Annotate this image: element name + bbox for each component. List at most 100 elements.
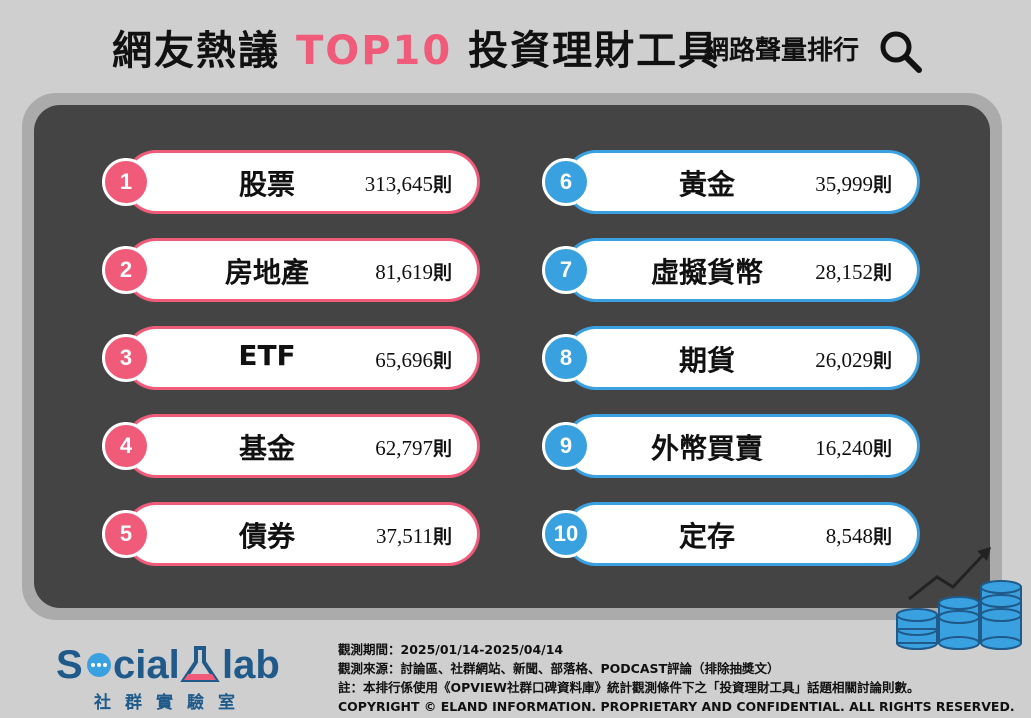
ranking-pill-face [567,153,917,211]
item-count: 65,696則 [375,346,452,373]
ranking-panel: 1 股票 313,645則 2 房地產 81,619則 3 ETF 65,696則 4 基金 62,7… [22,93,1002,620]
count-value: 16,240 [815,436,873,460]
count-unit: 則 [432,262,452,284]
ranking-item: 7 虛擬貨幣 28,152則 [542,238,922,302]
count-value: 81,619 [375,260,433,284]
item-count: 37,511則 [376,522,452,549]
ranking-pill [124,502,480,566]
count-value: 26,029 [815,348,873,372]
ranking-item: 9 外幣買賣 16,240則 [542,414,922,478]
item-count: 313,645則 [365,170,452,197]
ranking-pill-face [127,417,477,475]
ranking-pill [124,326,480,390]
count-unit: 則 [432,174,452,196]
item-name: 房地產 [224,256,309,289]
rank-badge: 10 [542,510,590,558]
observation-period: 觀測期間：2025/01/14-2025/04/14 [338,642,564,657]
rank-badge: 1 [102,158,150,206]
svg-text:lab: lab [222,643,280,687]
item-count: 28,152則 [815,258,892,285]
title-prefix: 網友熱議 [112,28,296,74]
rank-badge: 2 [102,246,150,294]
item-count: 8,548則 [826,522,892,549]
page-title: 網友熱議 TOP10 投資理財工具 [112,18,720,76]
item-count: 26,029則 [815,346,892,373]
item-name: 虛擬貨幣 [650,256,763,289]
svg-text:cial: cial [113,643,180,687]
ranking-item: 5 債券 37,511則 [102,502,482,566]
rank-badge: 8 [542,334,590,382]
page-subtitle: 網路聲量排行 [703,36,860,66]
item-count: 81,619則 [375,258,452,285]
item-name: 債券 [238,520,295,553]
rank-badge: 6 [542,158,590,206]
item-name: 外幣買賣 [650,432,763,465]
logo-subtitle: 社群實驗室 [94,693,249,713]
count-unit: 則 [432,438,452,460]
ranking-item: 2 房地產 81,619則 [102,238,482,302]
ranking-pill-face [127,241,477,299]
ranking-item: 6 黃金 35,999則 [542,150,922,214]
title-highlight: TOP10 [295,28,453,74]
item-name: 黃金 [678,168,735,201]
ranking-item: 4 基金 62,797則 [102,414,482,478]
ranking-pill [124,238,480,302]
ranking-pill-face [567,417,917,475]
ranking-item: 1 股票 313,645則 [102,150,482,214]
rank-badge: 9 [542,422,590,470]
ranking-pill [564,502,920,566]
footer-notes: 觀測期間：2025/01/14-2025/04/14 觀測來源：討論區、社群網站… [338,640,1015,716]
count-unit: 則 [432,350,452,372]
count-value: 313,645 [364,172,433,196]
ranking-pill-face [567,241,917,299]
ranking-pill-face [127,153,477,211]
rank-badge: 7 [542,246,590,294]
count-unit: 則 [872,526,892,548]
item-name: ETF [238,339,296,372]
sociallab-logo: S cial lab 社群實驗室 [56,640,316,715]
item-count: 62,797則 [375,434,452,461]
item-name: 期貨 [678,344,735,377]
item-name: 股票 [238,168,295,201]
item-name: 基金 [238,432,295,465]
item-name: 定存 [678,520,735,553]
ranking-panel-inner: 1 股票 313,645則 2 房地產 81,619則 3 ETF 65,696則 4 基金 62,7… [34,105,990,608]
search-icon [880,31,922,73]
count-unit: 則 [432,526,452,548]
ranking-pill [564,150,920,214]
count-unit: 則 [872,350,892,372]
rank-badge: 4 [102,422,150,470]
svg-text:S: S [56,643,83,687]
ranking-pill-face [127,505,477,563]
logo-wordmark: S cial lab [56,643,280,687]
ranking-pill [564,414,920,478]
copyright: COPYRIGHT © ELAND INFORMATION. PROPRIETA… [338,699,1015,714]
header: 網友熱議 TOP10 投資理財工具 網路聲量排行 [0,0,1031,90]
count-value: 37,511 [376,524,433,548]
coins-chart-icon [896,547,1022,650]
count-value: 28,152 [815,260,873,284]
count-value: 65,696 [375,348,433,372]
rank-badge: 5 [102,510,150,558]
item-count: 35,999則 [815,170,892,197]
count-value: 35,999 [815,172,873,196]
ranking-pill-face [567,505,917,563]
count-unit: 則 [872,174,892,196]
count-unit: 則 [872,262,892,284]
ranking-item: 8 期貨 26,029則 [542,326,922,390]
ranking-pill [124,414,480,478]
ranking-pill-face [567,329,917,387]
ranking-pill [124,150,480,214]
ranking-pill-face [127,329,477,387]
count-value: 62,797 [375,436,433,460]
count-unit: 則 [872,438,892,460]
rank-badge: 3 [102,334,150,382]
ranking-pill [564,326,920,390]
count-value: 8,548 [825,524,873,548]
observation-source: 觀測來源：討論區、社群網站、新聞、部落格、PODCAST評論（排除抽獎文） [338,661,780,676]
ranking-pill [564,238,920,302]
ranking-item: 3 ETF 65,696則 [102,326,482,390]
item-count: 16,240則 [815,434,892,461]
methodology-note: 註：本排行係使用《OPVIEW社群口碑資料庫》統計觀測條件下之「投資理財工具」話… [338,680,920,695]
title-suffix: 投資理財工具 [452,28,721,74]
